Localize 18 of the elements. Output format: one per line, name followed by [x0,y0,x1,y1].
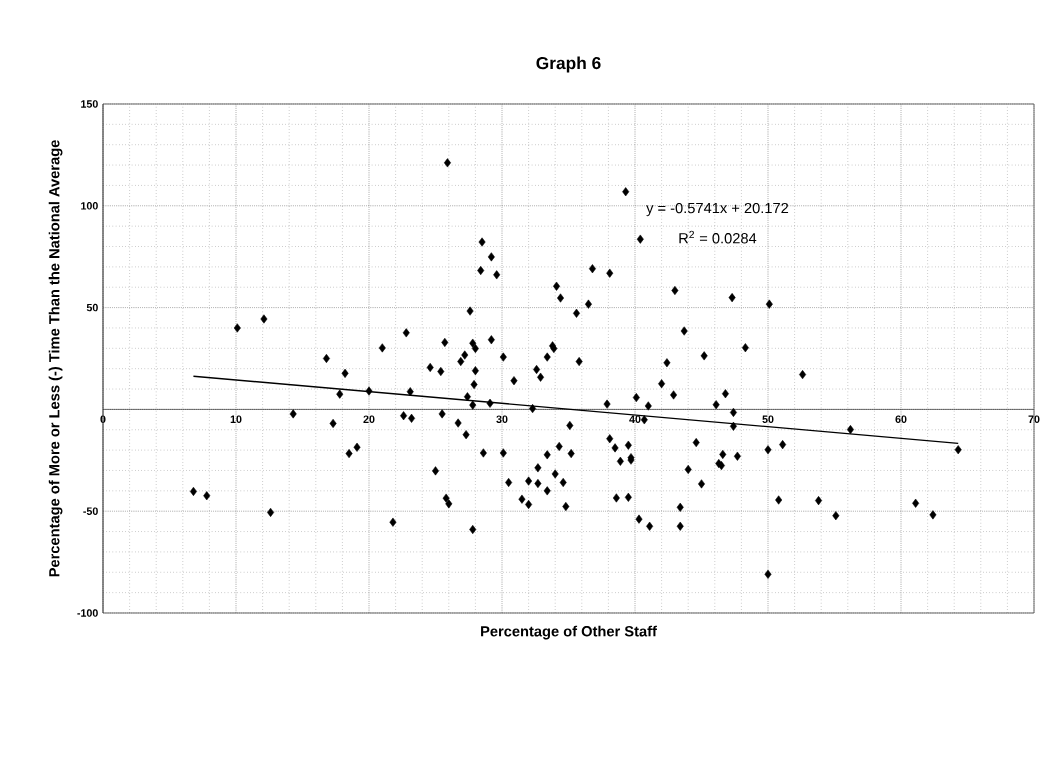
chart-title: Graph 6 [536,56,601,73]
y-tick-label: 100 [81,202,98,210]
x-tick-label: 50 [762,415,774,423]
y-tick-label: 50 [86,303,98,312]
x-axis-title: Percentage of Other Staff [481,625,657,640]
x-tick-label: 40 [629,415,641,423]
x-tick-label: 0 [100,415,106,423]
x-tick-label: 20 [363,415,375,423]
x-tick-label: 30 [496,415,508,424]
x-tick-label: 60 [895,415,907,423]
annotation: R$^{2}$ = 0.0284 [679,230,757,244]
x-tick-label: 10 [230,415,242,423]
y-axis-title: Percentage of More or Less (-) Time Than the National Average [48,140,63,577]
y-tick-label: -100 [77,609,98,617]
y-tick-label: -50 [83,507,98,515]
annotation: y = -0.5741x + 20.172 [646,202,789,217]
y-tick-label: 150 [81,100,98,108]
x-tick-label: 70 [1028,415,1040,423]
